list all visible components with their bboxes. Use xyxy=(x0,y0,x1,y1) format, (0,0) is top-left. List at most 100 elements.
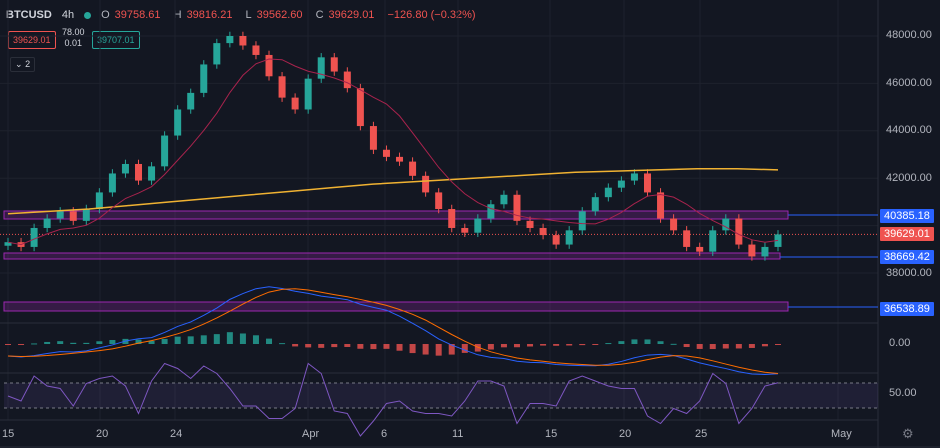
spread-info: 78.00 0.01 xyxy=(62,27,85,48)
candle xyxy=(604,183,612,202)
grid xyxy=(0,0,879,448)
macd-histogram-bar xyxy=(592,344,599,345)
macd-histogram-bar xyxy=(5,344,11,345)
candle xyxy=(696,242,704,256)
candle-body xyxy=(461,227,469,233)
candle xyxy=(148,162,156,185)
macd-histogram-bar xyxy=(448,344,455,355)
candle xyxy=(578,207,586,235)
candle-body xyxy=(448,209,456,228)
candle-body xyxy=(278,76,286,98)
candle xyxy=(435,188,443,214)
macd-histogram-bar xyxy=(722,344,729,349)
support-resistance-zones xyxy=(0,210,878,312)
price-tag-last: 39629.01 xyxy=(880,227,934,241)
candle-body xyxy=(148,166,156,181)
macd-histogram-bar xyxy=(70,342,77,344)
candle xyxy=(409,157,417,181)
candle-body xyxy=(187,92,195,110)
candle xyxy=(513,190,521,226)
candle-body xyxy=(435,192,443,210)
macd-histogram-bar xyxy=(266,338,273,344)
macd-histogram-bar xyxy=(605,343,612,345)
macd-histogram-bar xyxy=(200,335,207,344)
gear-icon[interactable]: ⚙ xyxy=(902,426,914,441)
time-label: 6 xyxy=(381,428,388,440)
candle xyxy=(356,83,364,131)
indicators-collapse-button[interactable]: ⌄ 2 xyxy=(10,57,36,72)
candle xyxy=(30,223,38,252)
macd-histogram-bar xyxy=(775,344,781,345)
time-label: 20 xyxy=(96,428,109,440)
candle xyxy=(735,214,743,249)
interval-label[interactable]: 4h xyxy=(61,9,75,21)
candle-body xyxy=(617,180,625,188)
macd-histogram-bar xyxy=(761,344,768,347)
candle-body xyxy=(761,246,769,257)
candle xyxy=(670,214,678,235)
candle-body xyxy=(291,97,299,110)
candle xyxy=(95,188,103,214)
candle xyxy=(630,169,638,185)
macd-histogram-bar xyxy=(305,344,312,348)
candle-body xyxy=(500,194,508,205)
macd-histogram-bar xyxy=(748,344,755,348)
candle-body xyxy=(409,161,417,176)
candle xyxy=(500,190,508,209)
candle xyxy=(108,169,116,197)
candle xyxy=(565,226,573,249)
candle xyxy=(709,226,717,256)
candle xyxy=(617,176,625,192)
candle xyxy=(200,60,208,98)
macd-histogram-bar xyxy=(18,344,25,345)
candle xyxy=(643,169,651,197)
macd-histogram-bar xyxy=(148,340,155,344)
candle-body xyxy=(108,173,116,193)
candle-body xyxy=(200,64,208,93)
price-tick: 42000.00 xyxy=(886,172,932,184)
macd-histogram-bar xyxy=(409,344,416,354)
macd-histogram-bar xyxy=(670,343,677,345)
price-tick: 46000.00 xyxy=(886,77,932,89)
candle xyxy=(226,31,234,48)
candle xyxy=(135,159,143,185)
macd-histogram-bar xyxy=(174,336,181,344)
candle-body xyxy=(343,71,351,89)
macd-histogram-bar xyxy=(331,344,338,348)
macd-histogram-bar xyxy=(683,344,690,348)
macd-histogram-bar xyxy=(696,344,703,349)
time-label: 20 xyxy=(619,428,632,440)
time-label: Apr xyxy=(302,428,320,440)
macd-histogram-bar xyxy=(252,335,259,344)
candle xyxy=(474,214,482,237)
buy-button[interactable]: 39707.01 xyxy=(92,31,140,49)
candle xyxy=(591,192,599,216)
price-tick: 48000.00 xyxy=(886,29,932,41)
candle-body xyxy=(135,163,143,181)
candle xyxy=(343,67,351,93)
symbol-name[interactable]: BTCUSD xyxy=(6,9,52,21)
macd-histogram-bar xyxy=(109,340,116,344)
macd-histogram-bar xyxy=(396,344,403,351)
candle xyxy=(121,159,129,178)
price-tag-support: 38669.42 xyxy=(880,250,934,264)
candle-body xyxy=(709,230,717,252)
candle xyxy=(683,226,691,252)
candle xyxy=(539,223,547,240)
candle-body xyxy=(565,230,573,245)
ohlc-values: O 39758.61 H 39816.21 L 39562.60 C 39629.01 … xyxy=(101,9,476,21)
candle xyxy=(722,214,730,235)
candle xyxy=(461,223,469,237)
candle xyxy=(761,242,769,261)
candle-body xyxy=(121,163,129,174)
market-status-icon xyxy=(84,11,92,19)
macd-histogram-bar xyxy=(44,341,51,344)
candle xyxy=(382,145,390,162)
candle xyxy=(239,31,247,50)
candle xyxy=(291,93,299,114)
macd-histogram-bar xyxy=(579,344,586,346)
time-label: 25 xyxy=(695,428,708,440)
candle-body xyxy=(304,78,312,110)
candle-body xyxy=(683,230,691,247)
